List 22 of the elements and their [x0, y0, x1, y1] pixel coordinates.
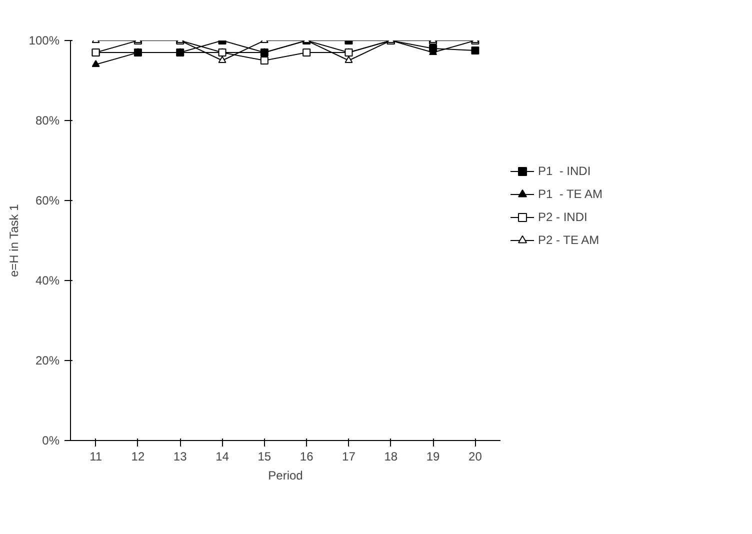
legend-label: P1 - TE AM [538, 187, 602, 201]
y-tick-label: 20% [35, 354, 60, 368]
x-tick-label: 13 [173, 450, 188, 464]
y-tick-label: 40% [35, 274, 60, 288]
x-tick-label: 20 [468, 450, 482, 464]
x-tick-label: 16 [300, 450, 314, 464]
x-tick-label: 19 [426, 450, 440, 464]
x-axis-title: Period [268, 468, 303, 482]
y-axis-title: e=H in Task 1 [6, 204, 21, 278]
y-tick-label: 0% [42, 434, 60, 448]
x-tick-label: 18 [384, 450, 398, 464]
x-tick-label: 14 [216, 450, 230, 464]
y-tick-label: 60% [35, 194, 60, 208]
legend-label: P1 - INDI [538, 164, 591, 178]
x-tick-label: 12 [131, 450, 145, 464]
legend-label: P2 - INDI [538, 210, 588, 224]
x-tick-label: 17 [342, 450, 356, 464]
x-tick-label: 15 [258, 450, 272, 464]
x-tick-label: 11 [90, 450, 102, 464]
y-tick-label: 100% [28, 34, 60, 48]
legend-label: P2 - TE AM [538, 233, 600, 247]
y-tick-label: 80% [35, 114, 60, 128]
